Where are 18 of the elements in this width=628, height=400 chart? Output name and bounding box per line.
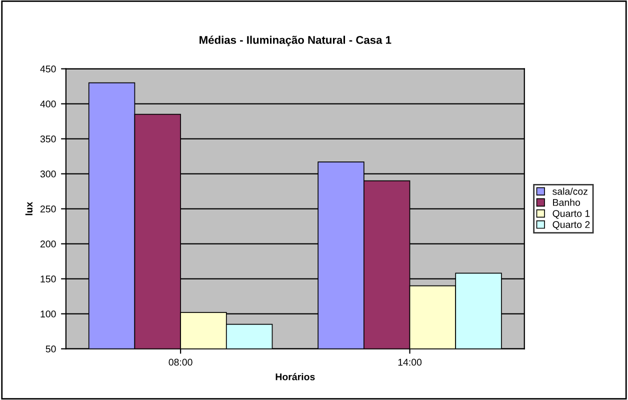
y-tick-label: 350 — [40, 136, 56, 142]
legend-label: Quarto 2 — [552, 221, 590, 230]
y-tick-label: 200 — [40, 240, 56, 248]
y-tick-label: 50 — [46, 346, 56, 352]
y-tick-label: 250 — [40, 206, 56, 212]
y-tick-label: 150 — [40, 276, 56, 282]
x-tick-label: 08:00 — [168, 358, 192, 366]
x-axis-title: Horários — [276, 373, 315, 380]
y-tick-label: 300 — [40, 170, 56, 178]
y-axis-title: lux — [25, 202, 33, 216]
y-tick-label: 100 — [40, 310, 56, 318]
chart-title: Médias - Iluminação Natural - Casa 1 — [200, 36, 392, 46]
x-tick-label: 14:00 — [398, 358, 422, 366]
legend-label: sala/coz — [552, 188, 588, 195]
legend-label: Banho — [553, 198, 580, 206]
y-tick-label: 400 — [40, 100, 56, 108]
legend-label: Quarto 1 — [552, 210, 590, 219]
y-tick-label: 450 — [40, 66, 56, 72]
